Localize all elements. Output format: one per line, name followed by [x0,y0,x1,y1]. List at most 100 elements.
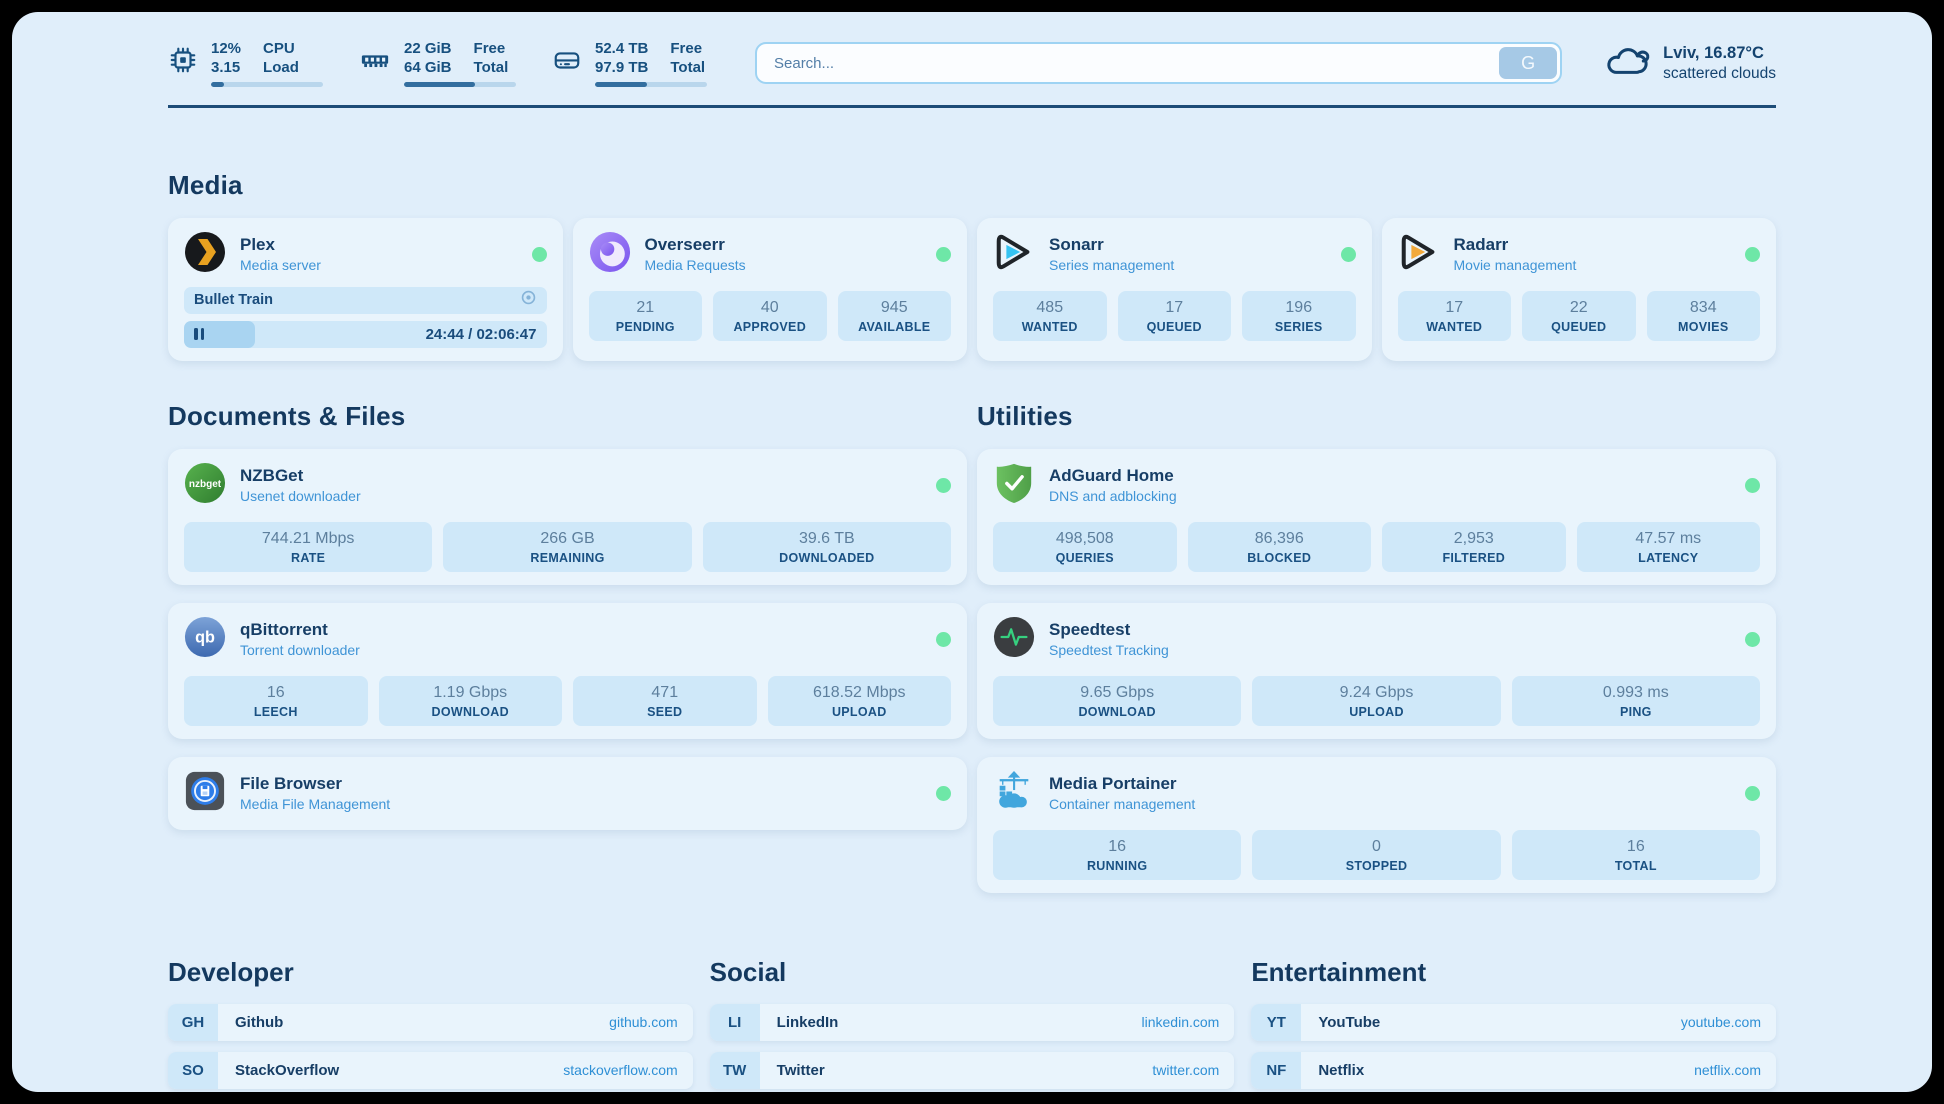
disk-label-bottom: Total [670,59,706,76]
nzbget-icon: nzbget [184,462,226,509]
app-card-speedtest[interactable]: Speedtest Speedtest Tracking 9.65 Gbps D… [977,602,1776,739]
media-card-grid: Plex Media server Bullet Train [168,217,1776,361]
disk-label-top: Free [670,39,703,57]
utilities-column: AdGuard Home DNS and adblocking 498,508 … [977,448,1776,893]
app-card-qbittorrent[interactable]: qb qBittorrent Torrent downloader 16 LEE… [168,602,967,739]
stat-tile: 40 APPROVED [713,290,827,341]
stat-tile: 744.21 Mbps RATE [184,521,433,572]
app-title: Plex [240,235,275,254]
bookmark-name: StackOverflow [235,1061,340,1079]
app-card-filebrowser[interactable]: File Browser Media File Management [168,756,967,830]
search-bar: G [755,42,1563,84]
playback-progress-bar: 24:44 / 02:06:47 [184,320,547,348]
stat-tile: 0 STOPPED [1252,829,1501,880]
cpu-label-top: CPU [263,39,295,57]
bookmark-linkedin[interactable]: LI LinkedIn linkedin.com [709,1003,1235,1041]
header-divider [168,105,1776,108]
app-subtitle: Series management [1049,257,1175,273]
bookmark-twitter[interactable]: TW Twitter twitter.com [709,1051,1235,1089]
ram-progress-bar [404,82,516,88]
now-playing-title: Bullet Train [194,292,273,308]
bookmark-abbr: SO [168,1051,218,1089]
bookmark-netflix[interactable]: NF Netflix netflix.com [1251,1051,1776,1089]
plex-icon [184,231,226,278]
stat-tile: 1.19 Gbps DOWNLOAD [378,675,562,726]
stat-tile: 196 SERIES [1242,290,1356,341]
weather-location-temp: Lviv, 16.87°C [1663,43,1764,62]
adguard-icon [993,462,1035,509]
speedtest-icon [993,616,1035,663]
playback-time: 24:44 / 02:06:47 [425,325,537,343]
overseerr-icon [589,231,631,278]
app-card-radarr[interactable]: Radarr Movie management 17 WANTED 22 QUE… [1381,217,1776,361]
weather-widget[interactable]: Lviv, 16.87°C scattered clouds [1604,43,1776,84]
stat-tile: 618.52 Mbps UPLOAD [767,675,951,726]
stat-tile: 21 PENDING [588,290,702,341]
status-badge [936,631,951,647]
stat-tile: 9.65 Gbps DOWNLOAD [993,675,1242,726]
app-card-sonarr[interactable]: Sonarr Series management 485 WANTED 17 Q… [977,217,1372,361]
bookmark-group-social: Social LI LinkedIn linkedin.com TW Twitt… [709,956,1235,1093]
bookmark-github[interactable]: GH Github github.com [168,1003,693,1041]
app-card-nzbget[interactable]: nzbget NZBGet Usenet downloader 744.21 M… [168,448,967,585]
app-card-plex[interactable]: Plex Media server Bullet Train [168,217,563,361]
bookmark-group-developer: Developer GH Github github.com SO StackO… [168,957,693,1093]
stat-tile: 498,508 QUERIES [993,521,1177,572]
bookmark-abbr: LI [709,1003,760,1041]
ram-label-bottom: Total [473,59,509,76]
app-card-portainer[interactable]: Media Portainer Container management 16 … [977,756,1776,893]
bookmark-abbr: YT [1251,1003,1302,1041]
app-subtitle: Torrent downloader [240,642,360,658]
stat-tile: 0.993 ms PING [1511,675,1760,726]
stat-tile: 834 MOVIES [1646,290,1760,341]
status-badge [936,477,951,493]
cpu-load-value: 3.15 [211,59,241,76]
section-heading-social: Social [709,956,787,987]
section-heading-entertainment: Entertainment [1251,956,1427,987]
status-badge [1745,246,1760,262]
session-info-icon[interactable] [520,289,537,311]
bookmark-url: github.com [609,1014,678,1030]
filebrowser-icon [184,770,226,817]
now-playing-row: Bullet Train [184,286,547,314]
documents-column: nzbget NZBGet Usenet downloader 744.21 M… [168,448,967,830]
stat-tile: 9.24 Gbps UPLOAD [1252,675,1501,726]
bookmark-abbr: TW [709,1051,760,1089]
stat-tile: 2,953 FILTERED [1382,521,1566,572]
bookmark-url: youtube.com [1680,1014,1761,1030]
app-subtitle: Usenet downloader [240,488,361,504]
ram-stat: 22 GiB 64 GiB Free Total [359,39,516,88]
stat-tile: 39.6 TB DOWNLOADED [702,521,951,572]
cpu-usage-value: 12% [211,39,242,57]
stat-tile: 47.57 ms LATENCY [1576,521,1760,572]
app-subtitle: Speedtest Tracking [1049,642,1169,658]
bookmark-name: LinkedIn [776,1013,839,1031]
disk-icon [552,39,582,80]
hardware-stats: 12% 3.15 CPU Load [168,39,707,88]
cpu-progress-bar [211,82,323,88]
section-heading-media: Media [168,169,243,200]
ram-label-top: Free [473,39,506,57]
ram-icon [359,39,391,80]
search-engine-button[interactable]: G [1499,47,1558,79]
stat-tile: 16 TOTAL [1511,829,1760,880]
bookmark-abbr: GH [168,1003,218,1041]
bookmark-name: Twitter [776,1061,825,1079]
stat-tile: 86,396 BLOCKED [1187,521,1371,572]
disk-progress-bar [595,82,707,88]
bookmark-stackoverflow[interactable]: SO StackOverflow stackoverflow.com [168,1051,693,1089]
app-card-adguard[interactable]: AdGuard Home DNS and adblocking 498,508 … [977,448,1776,585]
cloud-icon [1604,43,1650,84]
app-card-overseerr[interactable]: Overseerr Media Requests 21 PENDING 40 A… [572,217,967,361]
stat-tile: 471 SEED [573,675,757,726]
qbittorrent-icon: qb [184,616,226,663]
cpu-label-bottom: Load [263,59,299,76]
app-subtitle: Media Requests [644,257,746,273]
app-subtitle: Container management [1049,796,1196,812]
search-input[interactable] [760,54,1500,72]
bookmark-youtube[interactable]: YT YouTube youtube.com [1251,1003,1776,1041]
sonarr-icon [993,231,1035,278]
bookmark-url: twitter.com [1152,1062,1220,1078]
cpu-stat: 12% 3.15 CPU Load [168,39,323,88]
pause-icon [194,328,204,340]
